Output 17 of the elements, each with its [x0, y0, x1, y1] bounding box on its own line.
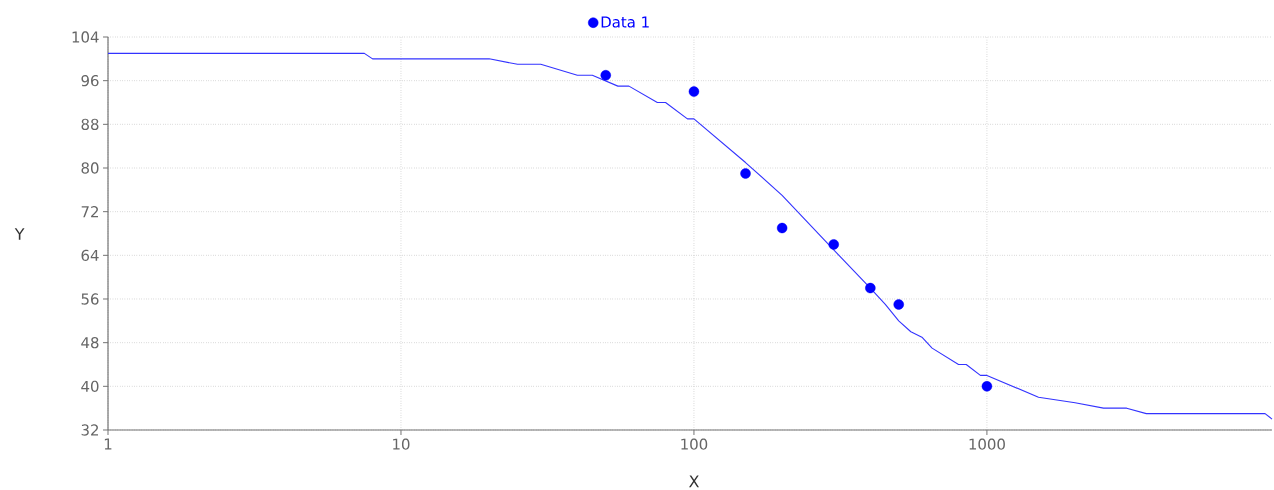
y-tick-label: 40	[81, 380, 99, 392]
x-axis-title: X	[689, 475, 699, 487]
x-tick-label: 1	[104, 438, 112, 450]
y-tick-label: 56	[81, 293, 99, 305]
y-tick-label: 48	[81, 336, 99, 349]
x-tick-label: 1000	[969, 438, 1005, 450]
x-tick-label: 100	[681, 438, 708, 450]
y-tick-label: 96	[81, 74, 99, 87]
y-tick-label: 104	[72, 31, 99, 43]
y-tick-label: 80	[81, 162, 99, 174]
x-tick-label: 10	[393, 438, 410, 450]
y-tick-label: 32	[81, 424, 99, 436]
y-tick-label: 88	[81, 118, 99, 130]
y-axis-title: Y	[14, 227, 25, 240]
legend-label: Data 1	[601, 16, 649, 28]
y-tick-label: 72	[81, 205, 99, 217]
y-tick-label: 64	[81, 249, 99, 261]
